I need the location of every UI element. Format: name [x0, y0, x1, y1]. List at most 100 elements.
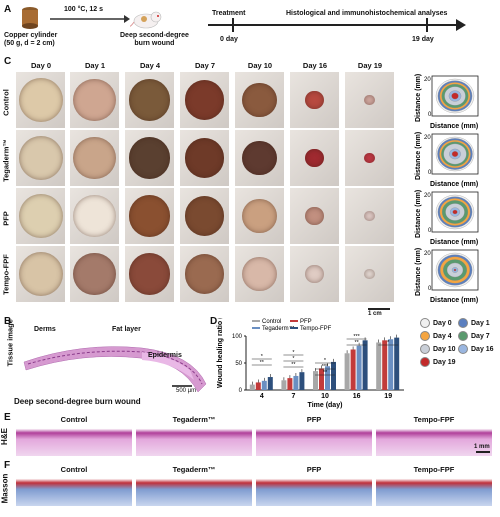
scale-bar	[368, 308, 390, 310]
wound-area	[18, 136, 63, 180]
bar	[249, 384, 255, 390]
wound-photo	[70, 188, 119, 244]
wound-area	[128, 253, 171, 295]
tissue-section-image	[23, 346, 207, 393]
x-tick-label: 7	[291, 393, 295, 400]
wound-area	[184, 196, 225, 236]
sig-marker: **	[260, 360, 265, 366]
he-label-wrap: H&E	[0, 422, 14, 452]
bar	[261, 380, 267, 390]
wound-area	[73, 78, 116, 122]
legend-label: Day 19	[433, 358, 456, 366]
wound-photo	[70, 246, 119, 302]
legend-item: Day 4	[420, 331, 452, 341]
bar	[267, 377, 273, 390]
sig-marker: **	[323, 370, 328, 376]
legend-label: Day 1	[471, 319, 490, 327]
masson-label-wrap: Masson	[0, 470, 14, 510]
contour-ring	[453, 268, 457, 272]
day19-label: 19 day	[412, 36, 434, 43]
wound-photo	[125, 130, 174, 186]
panel-e-label: E	[4, 412, 11, 423]
wound-photo	[290, 188, 339, 244]
bar	[281, 380, 287, 390]
sig-marker: **	[291, 362, 296, 368]
legend-label: Day 10	[433, 345, 456, 353]
wound-area	[305, 206, 324, 226]
x-tick-label: 16	[353, 393, 361, 400]
wound-photo	[180, 188, 229, 244]
day-label: Day 16	[302, 61, 328, 70]
sig-marker: *	[261, 354, 264, 360]
wound-photo	[235, 188, 284, 244]
contour-ring	[451, 92, 459, 100]
bar	[299, 372, 305, 390]
wound-area	[184, 254, 225, 294]
wound-photo	[16, 130, 65, 186]
contour-y-label: Distance (mm)	[415, 74, 422, 122]
tick-label: 0	[428, 112, 432, 118]
histology-image: Tempo-FPF	[376, 464, 492, 506]
bar	[388, 339, 394, 390]
wound-area	[305, 148, 324, 168]
wound-photo	[345, 188, 394, 244]
histology-label: Control	[60, 465, 88, 474]
contour-ring	[451, 151, 459, 157]
contour-y-label: Distance (mm)	[415, 132, 422, 180]
wound-area	[364, 152, 375, 164]
sig-marker: **	[354, 340, 359, 346]
scale-label: 1 mm	[474, 444, 490, 450]
tick-label: 20	[424, 251, 431, 257]
mouse-icon	[130, 11, 162, 29]
legend-item: Day 16	[458, 344, 494, 354]
wound-photo	[290, 246, 339, 302]
wound-area	[18, 194, 63, 238]
wound-area	[128, 195, 171, 237]
contour-axes	[431, 249, 479, 291]
wound-photo	[180, 72, 229, 128]
legend-dot	[420, 357, 430, 367]
legend-dot	[420, 344, 430, 354]
legend-dot	[458, 344, 468, 354]
bar	[394, 337, 400, 390]
scale-bar	[476, 451, 490, 453]
sig-marker: ***	[353, 334, 360, 340]
x-tick-label: 4	[260, 393, 264, 400]
row-label: Control	[1, 89, 11, 116]
wound-photo	[16, 246, 65, 302]
wound-area	[128, 137, 171, 179]
tick-label: 0	[428, 286, 432, 292]
contour-x-label: Distance (mm)	[430, 297, 478, 304]
legend-label: Day 0	[433, 319, 452, 327]
legend-item: Day 1	[458, 318, 490, 328]
wound-photo	[290, 72, 339, 128]
row-label: Tegaderm™	[1, 139, 11, 182]
wound-photo	[345, 130, 394, 186]
tick-label: 0	[428, 170, 432, 176]
legend-swatch	[290, 320, 298, 322]
wound-area	[242, 256, 277, 292]
legend-dot	[420, 318, 430, 328]
panel-f-label: F	[4, 460, 11, 471]
wound-photo	[125, 72, 174, 128]
wound-area	[18, 252, 63, 296]
legend-label: Day 4	[433, 332, 452, 340]
cylinder-label: Copper cylinder (50 g, d = 2 cm)	[4, 32, 58, 47]
wound-photo	[16, 72, 65, 128]
histology-label: Tegaderm™	[172, 415, 216, 424]
bar	[344, 353, 350, 390]
wound-area	[242, 82, 277, 118]
bar	[325, 366, 330, 390]
sig-marker: *	[292, 350, 295, 356]
wound-area	[184, 80, 225, 120]
panel-a-label: A	[4, 4, 12, 15]
wound-photo	[235, 72, 284, 128]
sig-marker: *	[292, 356, 295, 362]
legend-swatch	[252, 327, 260, 329]
x-tick-label: 19	[384, 393, 392, 400]
masson-label: Masson	[0, 473, 10, 504]
histology-label: PFP	[306, 415, 322, 424]
tick-label: 20	[424, 77, 431, 83]
wound-area	[73, 252, 116, 296]
